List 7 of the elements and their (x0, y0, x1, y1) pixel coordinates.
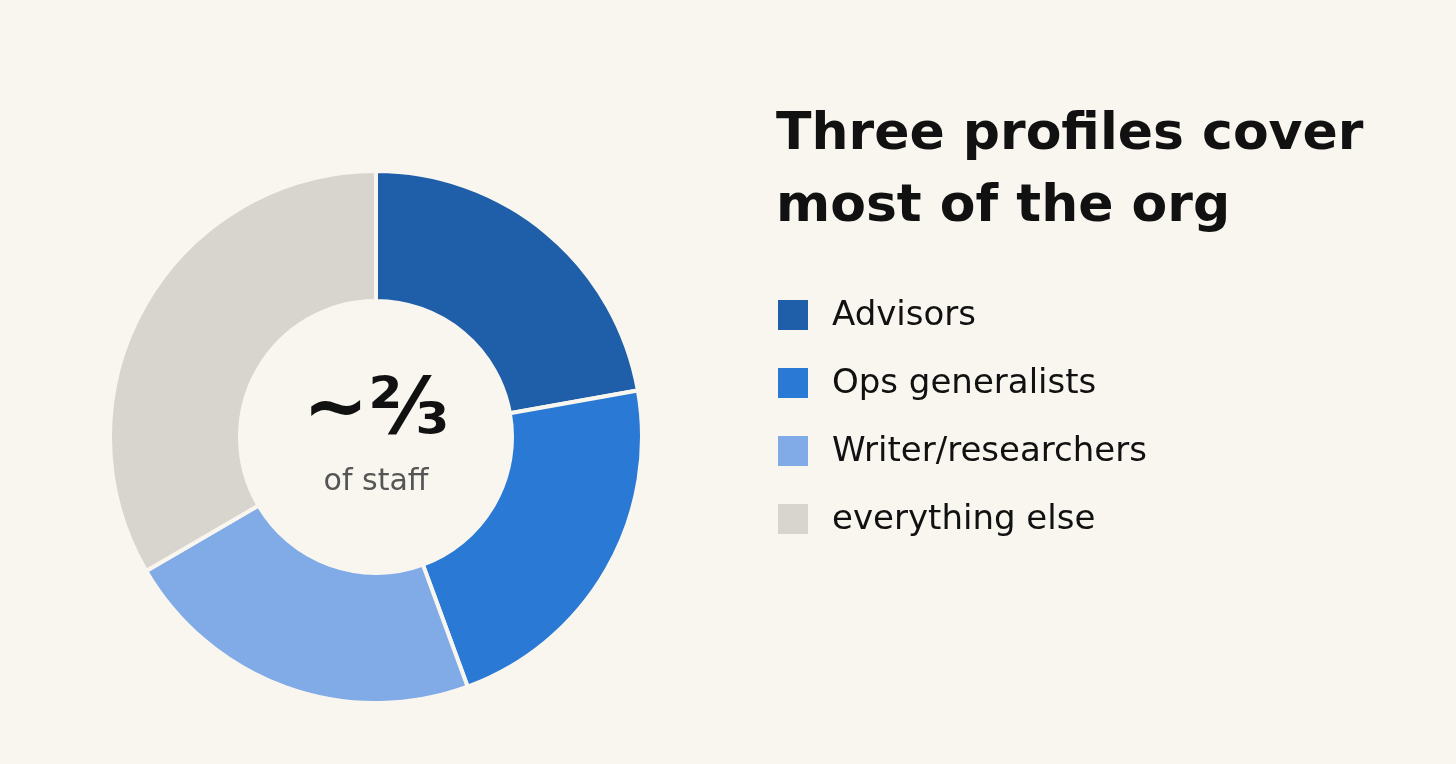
text: of staff (323, 462, 430, 497)
text: ~⅔ (302, 361, 450, 451)
legend-label: Writer/researchers (832, 429, 1147, 469)
chart-title: Three profiles cover most of the org (776, 101, 1364, 233)
legend-label: everything else (832, 497, 1096, 537)
legend-label: Ops generalists (832, 361, 1097, 401)
legend-label: Advisors (832, 293, 977, 333)
